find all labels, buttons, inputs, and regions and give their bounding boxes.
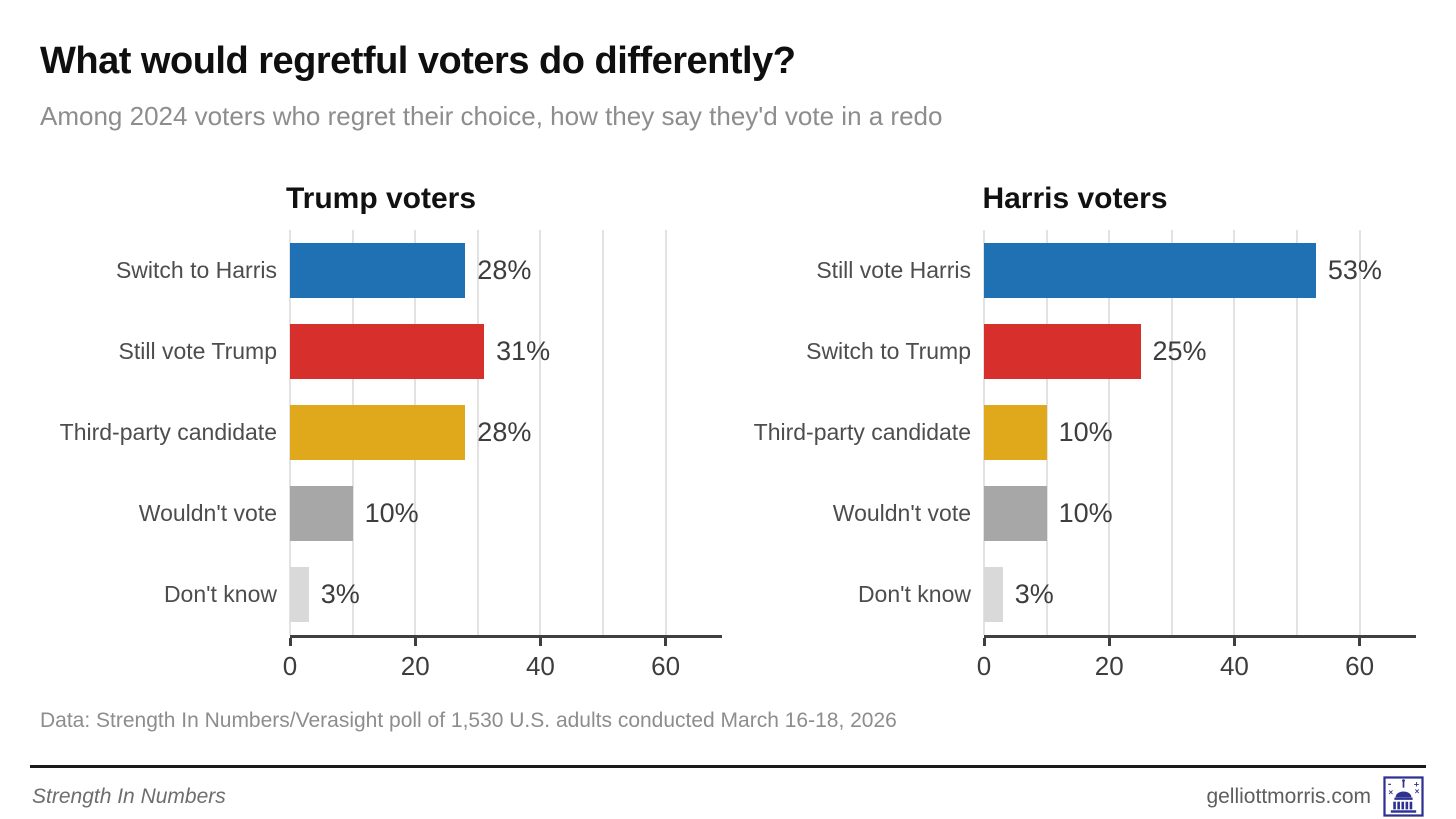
bar: [290, 486, 353, 542]
bar: [984, 324, 1141, 380]
bar-row: 28%: [290, 230, 722, 311]
bar: [984, 486, 1047, 542]
category-labels-col: Switch to Harris Still vote Trump Third-pa…: [40, 230, 290, 681]
plot-col: 53% 25% 10% 10% 3% 0 20 40 60: [977, 230, 1416, 682]
footer: Strength In Numbers gelliottmorris.com -…: [32, 776, 1424, 817]
axis-tick-label: 60: [1345, 651, 1375, 682]
gridline: [1108, 230, 1111, 636]
value-label: 53%: [1327, 255, 1382, 286]
bar-row: 3%: [984, 554, 1416, 635]
category-label: Switch to Trump: [806, 338, 971, 365]
chart-title-trump: Trump voters: [285, 181, 477, 215]
gridline: [602, 230, 605, 636]
category-labels-col: Still vote Harris Switch to Trump Third-pa…: [734, 230, 984, 681]
svg-text:+: +: [1413, 780, 1419, 789]
plot-col: 28% 31% 28% 10% 3% 0 20 40 60: [283, 230, 722, 682]
value-label: 10%: [1058, 498, 1113, 529]
axis-tick: [1107, 638, 1111, 647]
category-label: Third-party candidate: [753, 419, 971, 446]
chart-body: Switch to Harris Still vote Trump Third-pa…: [40, 230, 722, 681]
svg-text:-: -: [1388, 779, 1392, 789]
category-label: Wouldn't vote: [138, 500, 277, 527]
axis-tick: [1358, 638, 1362, 647]
x-axis: 0 20 40 60: [283, 635, 722, 682]
gridline: [476, 230, 479, 636]
value-label: 10%: [364, 498, 419, 529]
category-label: Still vote Harris: [816, 257, 971, 284]
infographic: What would regretful voters do different…: [40, 40, 1416, 733]
value-label: 3%: [1014, 579, 1054, 610]
bar-row: 10%: [290, 473, 722, 554]
axis-tick: [413, 638, 417, 647]
value-label: 28%: [477, 417, 532, 448]
page-subtitle: Among 2024 voters who regret their choic…: [40, 100, 943, 131]
bar-row: 3%: [290, 554, 722, 635]
gridline: [1296, 230, 1299, 636]
capitol-logo: - + × ×: [1383, 776, 1424, 817]
chart-harris-voters: Harris voters Still vote Harris Switch to…: [734, 181, 1416, 681]
plot-area: 53% 25% 10% 10% 3%: [983, 230, 1416, 636]
gridline: [1045, 230, 1048, 636]
axis-tick: [288, 638, 292, 647]
bar-row: 25%: [984, 311, 1416, 392]
footer-divider: [30, 765, 1426, 769]
bar-row: 31%: [290, 311, 722, 392]
category-label: Third-party candidate: [59, 419, 277, 446]
gridline: [1358, 230, 1361, 636]
charts-row: Trump voters Switch to Harris Still vote …: [40, 181, 1416, 681]
data-source-note: Data: Strength In Numbers/Verasight poll…: [40, 709, 897, 733]
axis-tick: [982, 638, 986, 647]
site-group: gelliottmorris.com - + × ×: [1206, 776, 1424, 817]
axis-tick-label: 0: [282, 651, 298, 682]
svg-text:×: ×: [1388, 789, 1394, 797]
plot-area: 28% 31% 28% 10% 3%: [289, 230, 722, 636]
value-label: 25%: [1152, 336, 1207, 367]
value-label: 10%: [1058, 417, 1113, 448]
bar-row: 10%: [984, 473, 1416, 554]
category-label: Don't know: [163, 581, 277, 608]
axis-tick-label: 20: [1094, 651, 1124, 682]
x-axis: 0 20 40 60: [977, 635, 1416, 682]
bar: [290, 243, 466, 299]
bar: [290, 567, 309, 623]
category-label: Still vote Trump: [118, 338, 278, 365]
bar: [290, 405, 466, 461]
axis-tick-label: 60: [651, 651, 681, 682]
gridline: [1170, 230, 1173, 636]
bar-row: 53%: [984, 230, 1416, 311]
axis-tick: [664, 638, 668, 647]
page-title: What would regretful voters do different…: [40, 40, 796, 82]
bar: [984, 405, 1047, 461]
bar-row: 10%: [984, 392, 1416, 473]
category-label: Wouldn't vote: [832, 500, 971, 527]
bar: [290, 324, 485, 380]
category-label: Switch to Harris: [115, 257, 277, 284]
axis-tick-label: 0: [976, 651, 992, 682]
category-label: Don't know: [857, 581, 971, 608]
axis-tick-label: 20: [400, 651, 430, 682]
chart-title-harris: Harris voters: [982, 181, 1168, 215]
value-label: 28%: [477, 255, 532, 286]
website-url: gelliottmorris.com: [1206, 784, 1371, 808]
value-label: 3%: [320, 579, 360, 610]
chart-trump-voters: Trump voters Switch to Harris Still vote …: [40, 181, 722, 681]
value-label: 31%: [496, 336, 551, 367]
brand-name: Strength In Numbers: [32, 784, 226, 808]
axis-tick: [538, 638, 542, 647]
svg-text:×: ×: [1414, 788, 1420, 796]
gridline: [1233, 230, 1236, 636]
axis-tick-label: 40: [1219, 651, 1249, 682]
axis-tick: [1232, 638, 1236, 647]
gridline: [539, 230, 542, 636]
bar: [984, 567, 1003, 623]
chart-body: Still vote Harris Switch to Trump Third-pa…: [734, 230, 1416, 681]
bar-row: 28%: [290, 392, 722, 473]
bar: [984, 243, 1316, 299]
gridline: [664, 230, 667, 636]
axis-tick-label: 40: [525, 651, 555, 682]
